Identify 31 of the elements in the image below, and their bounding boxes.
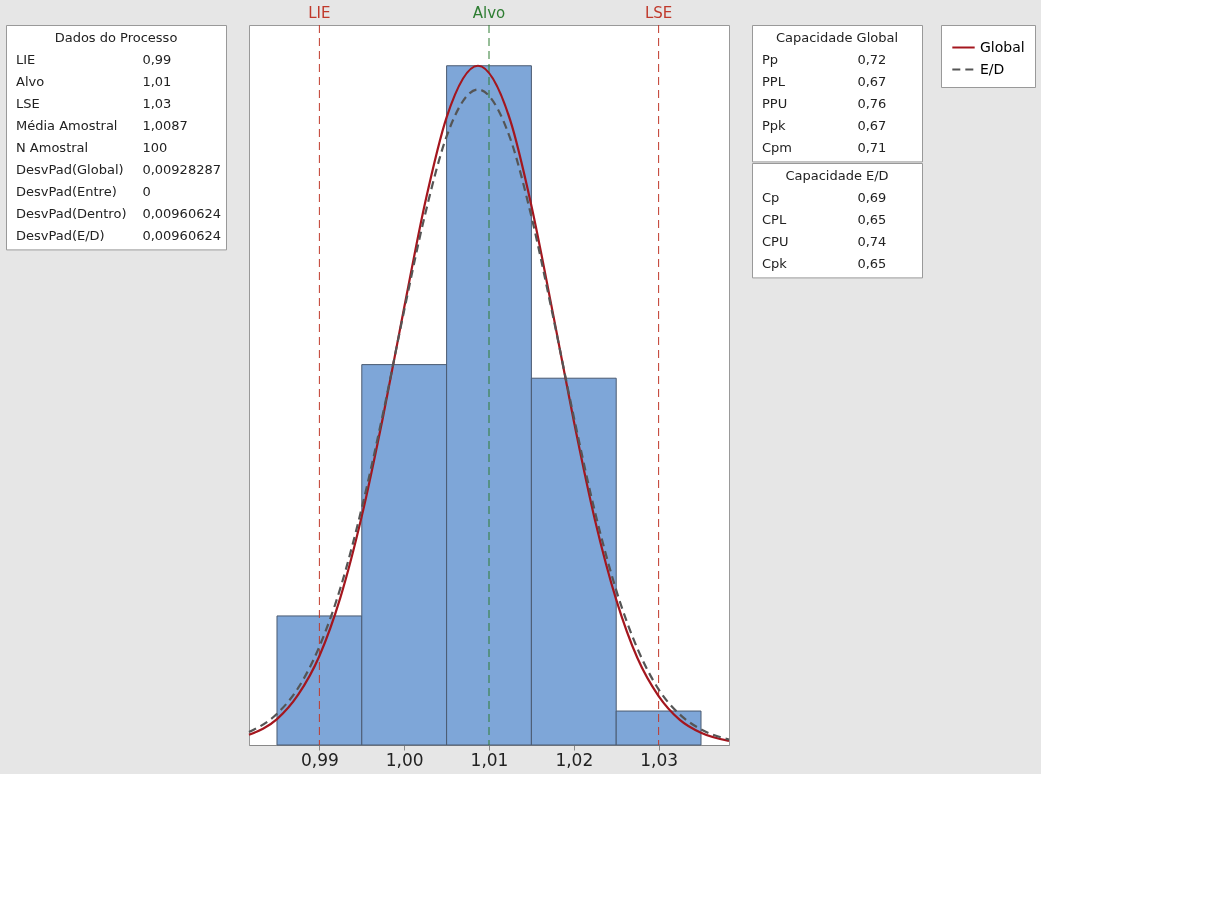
text: PPL 0,67 <box>762 74 887 90</box>
ref-line-label: LIE <box>308 4 331 22</box>
text: Cpm 0,71 <box>762 140 887 156</box>
text: LIE 0,99 <box>16 52 172 68</box>
text: Pp 0,72 <box>762 52 887 68</box>
text: Média Amostral 1,0087 <box>16 118 188 134</box>
legend-label: E/D <box>980 60 1005 77</box>
text: N Amostral 100 <box>16 140 168 156</box>
text: Cpk 0,65 <box>762 256 887 272</box>
text: Alvo 1,01 <box>16 74 172 90</box>
text: CPU 0,74 <box>762 234 887 250</box>
ref-line-label: LSE <box>644 4 673 22</box>
x-tick-label: 1,01 <box>470 749 509 770</box>
x-tick-label: 1,03 <box>640 749 679 770</box>
text: Capacidade Global <box>775 30 899 46</box>
ref-line-label: Alvo <box>472 4 506 22</box>
text: CPL 0,65 <box>762 212 887 228</box>
text: DesvPad(Dentro) 0,00960624 <box>16 206 221 222</box>
text: DesvPad(E/D) 0,00960624 <box>16 228 221 244</box>
x-tick-label: 1,00 <box>385 749 424 770</box>
text: Capacidade E/D <box>785 168 889 184</box>
text: Ppk 0,67 <box>762 118 887 134</box>
text: Cp 0,69 <box>762 190 887 206</box>
legend-label: Global <box>980 38 1025 55</box>
text: LSE 1,03 <box>16 96 172 112</box>
x-tick-label: 0,99 <box>300 749 339 770</box>
x-tick-label: 1,02 <box>555 749 594 770</box>
text: DesvPad(Global) 0,00928287 <box>16 162 221 178</box>
text: Dados do Processo <box>54 30 178 46</box>
text: DesvPad(Entre) 0 <box>16 184 151 200</box>
text: PPU 0,76 <box>762 96 887 112</box>
